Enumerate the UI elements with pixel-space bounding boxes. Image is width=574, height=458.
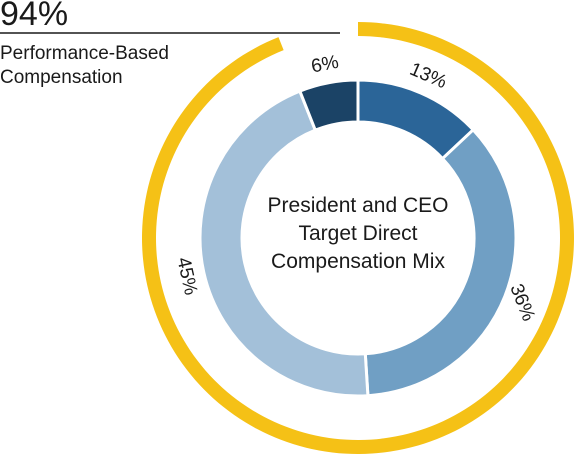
donut-segment bbox=[363, 127, 518, 398]
value-label: 36% bbox=[505, 281, 539, 324]
donut-segment bbox=[198, 89, 370, 398]
donut-segment bbox=[297, 78, 360, 133]
donut-title: President and CEO Target Direct Compensa… bbox=[267, 194, 449, 273]
value-label: 13% bbox=[406, 59, 449, 93]
value-label: 6% bbox=[309, 52, 340, 78]
ring-value-label: 94% bbox=[0, 0, 69, 33]
ring-title: Performance-Based Compensation bbox=[0, 43, 169, 88]
value-label: 45% bbox=[172, 255, 201, 297]
